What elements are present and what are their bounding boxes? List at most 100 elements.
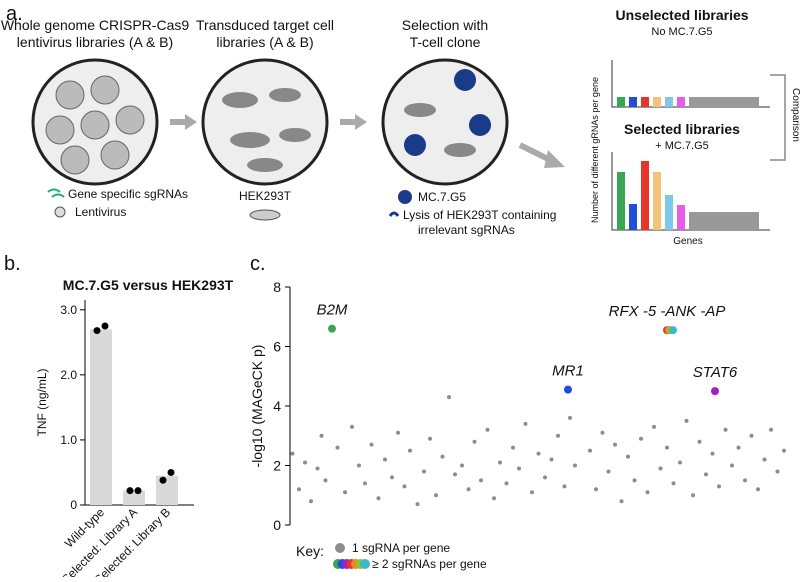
schematic-bar	[629, 97, 637, 107]
gene-point	[383, 457, 387, 462]
gene-point	[691, 493, 695, 498]
schematic-title: Selected libraries	[624, 121, 740, 137]
y-axis-label: TNF (ng/mL)	[35, 368, 49, 436]
hex	[115, 105, 145, 135]
cell	[279, 128, 311, 142]
t-cell	[404, 134, 426, 156]
gene-point	[717, 484, 721, 489]
gene-point	[479, 478, 483, 483]
gene-point	[704, 472, 708, 477]
panel-label: a.	[6, 3, 23, 25]
gene-point	[710, 451, 715, 456]
gene-point	[504, 481, 509, 486]
cell	[222, 92, 258, 108]
t-cell	[469, 114, 491, 136]
gene-point	[730, 463, 734, 468]
gene-point	[626, 454, 630, 459]
t-cell	[454, 69, 476, 91]
step-title: T-cell clone	[410, 34, 481, 50]
cells	[222, 88, 476, 172]
cell	[230, 132, 270, 148]
cell	[247, 158, 283, 172]
gene-point	[697, 439, 702, 444]
gene-point	[363, 481, 367, 486]
schematic-bar	[653, 172, 661, 230]
arrow-head	[544, 150, 565, 168]
gene-point	[453, 472, 457, 477]
schematic-bar	[665, 97, 673, 107]
gene-point	[606, 469, 611, 474]
legend-title: Key:	[296, 543, 324, 559]
gene-point	[568, 415, 572, 420]
gene-point	[523, 421, 528, 426]
gene-point	[671, 481, 676, 486]
gene-point	[556, 433, 560, 438]
arrow-head	[355, 114, 367, 130]
gene-point	[498, 460, 502, 465]
panel-label: b.	[4, 253, 21, 275]
gene-point	[645, 490, 650, 495]
lentivirus-icon	[54, 206, 66, 218]
gene-point	[632, 478, 637, 483]
gene-point	[684, 418, 689, 423]
schematic-bar	[629, 204, 637, 230]
comparison-label: Comparison	[790, 88, 800, 142]
schematic-title: Unselected libraries	[615, 7, 748, 23]
gene-point	[588, 448, 592, 453]
gene-point	[517, 466, 521, 471]
hit-point	[711, 387, 719, 396]
gene-point	[665, 445, 669, 450]
legend-text: MC.7.G5	[418, 190, 466, 204]
schematic-bar	[641, 97, 649, 107]
point-label: RFX -5 -ANK -AP	[609, 303, 726, 320]
gene-point	[376, 496, 381, 501]
y-tick-label: 4	[273, 398, 281, 414]
schematic-subtitle: + MC.7.G5	[655, 140, 709, 152]
y-tick-label: 0	[70, 498, 77, 512]
legend-text: irrelevant sgRNAs	[418, 223, 515, 237]
gene-point	[613, 442, 617, 447]
schematic-bar	[677, 97, 685, 107]
y-tick-label: 2	[273, 458, 281, 474]
gene-point	[369, 442, 374, 447]
data-point	[126, 487, 134, 495]
gene-point	[303, 460, 307, 465]
gene-point	[415, 502, 420, 507]
panel-label: c.	[250, 253, 266, 275]
gene-point	[492, 496, 496, 501]
gene-point	[396, 430, 400, 435]
lysis-icon	[388, 211, 400, 217]
schematic-bar	[653, 97, 661, 107]
gene-point	[357, 463, 361, 468]
gene-point	[562, 484, 567, 489]
step-title: lentivirus libraries (A & B)	[17, 34, 173, 50]
schematic-bar	[665, 195, 673, 230]
gene-point	[434, 493, 438, 498]
gene-point	[440, 454, 445, 459]
arrow-head	[185, 114, 197, 130]
gene-point	[743, 478, 747, 483]
schematic-bar	[617, 97, 625, 107]
legend-text: 1 sgRNA per gene	[352, 541, 450, 555]
gene-point	[769, 427, 773, 432]
hex	[90, 75, 120, 105]
cell	[444, 143, 476, 157]
hek-icon	[249, 209, 281, 221]
legend-text: Lysis of HEK293T containing	[403, 208, 556, 222]
y-axis-label: -log10 (MAGeCK p)	[249, 345, 265, 468]
sgrna-icon	[47, 188, 65, 198]
schematic-subtitle: No MC.7.G5	[651, 26, 712, 38]
gene-point	[658, 466, 663, 471]
gene-point	[447, 395, 451, 400]
t-cells	[404, 69, 491, 156]
gene-point	[530, 490, 534, 495]
y-tick-label: 0	[273, 517, 281, 533]
hex	[60, 145, 90, 175]
y-tick-label: 3.0	[60, 303, 77, 317]
point-label: MR1	[552, 363, 584, 380]
bar	[123, 490, 145, 505]
gene-point	[290, 451, 295, 456]
legend-swatch	[335, 543, 345, 553]
gene-point	[652, 424, 656, 429]
